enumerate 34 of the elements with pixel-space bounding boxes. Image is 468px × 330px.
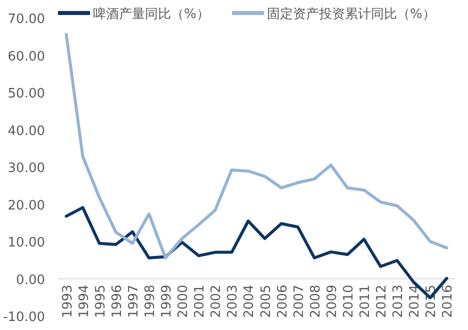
x-tick-label: 2008 [308, 284, 324, 318]
x-tick-label: 2010 [341, 284, 356, 318]
x-tick-label: 2012 [374, 284, 390, 318]
y-tick-label: -10.00 [3, 310, 45, 325]
x-tick-label: 2005 [258, 284, 274, 318]
x-tick-label: 2003 [226, 284, 241, 318]
x-tick-label: 1996 [110, 284, 125, 318]
x-tick-label: 1994 [76, 284, 92, 318]
y-tick-label: 30.00 [8, 161, 45, 176]
x-tick-label: 1998 [142, 284, 158, 318]
x-tick-label: 2006 [275, 284, 290, 318]
x-tick-label: 1999 [160, 284, 175, 318]
x-tick-label: 2009 [324, 284, 340, 318]
y-tick-label: 60.00 [8, 49, 45, 64]
legend-label: 固定资产投资累计同比（%） [267, 7, 436, 22]
y-tick-label: 0.00 [16, 272, 45, 288]
x-tick-label: 1993 [60, 284, 76, 318]
y-tick-label: 10.00 [8, 236, 45, 250]
y-tick-label: 70.00 [8, 12, 45, 27]
x-tick-label: 2002 [209, 284, 224, 318]
x-tick-label: 2004 [242, 284, 258, 318]
x-tick-label: 2013 [391, 284, 406, 318]
x-tick-label: 2001 [192, 284, 208, 318]
x-tick-label: 2011 [358, 284, 374, 318]
x-tick-label: 2014 [408, 284, 423, 318]
x-tick-label: 2000 [176, 284, 192, 318]
x-tick-label: 1997 [126, 284, 142, 318]
y-tick-label: 20.00 [8, 198, 45, 214]
y-tick-label: 50.00 [8, 86, 45, 102]
x-tick-label: 2007 [292, 284, 307, 318]
x-tick-label: 2016 [440, 284, 456, 318]
x-tick-label: 1995 [93, 284, 108, 318]
legend-label: 啤酒产量同比（%） [93, 7, 210, 22]
y-tick-label: 40.00 [8, 124, 45, 139]
